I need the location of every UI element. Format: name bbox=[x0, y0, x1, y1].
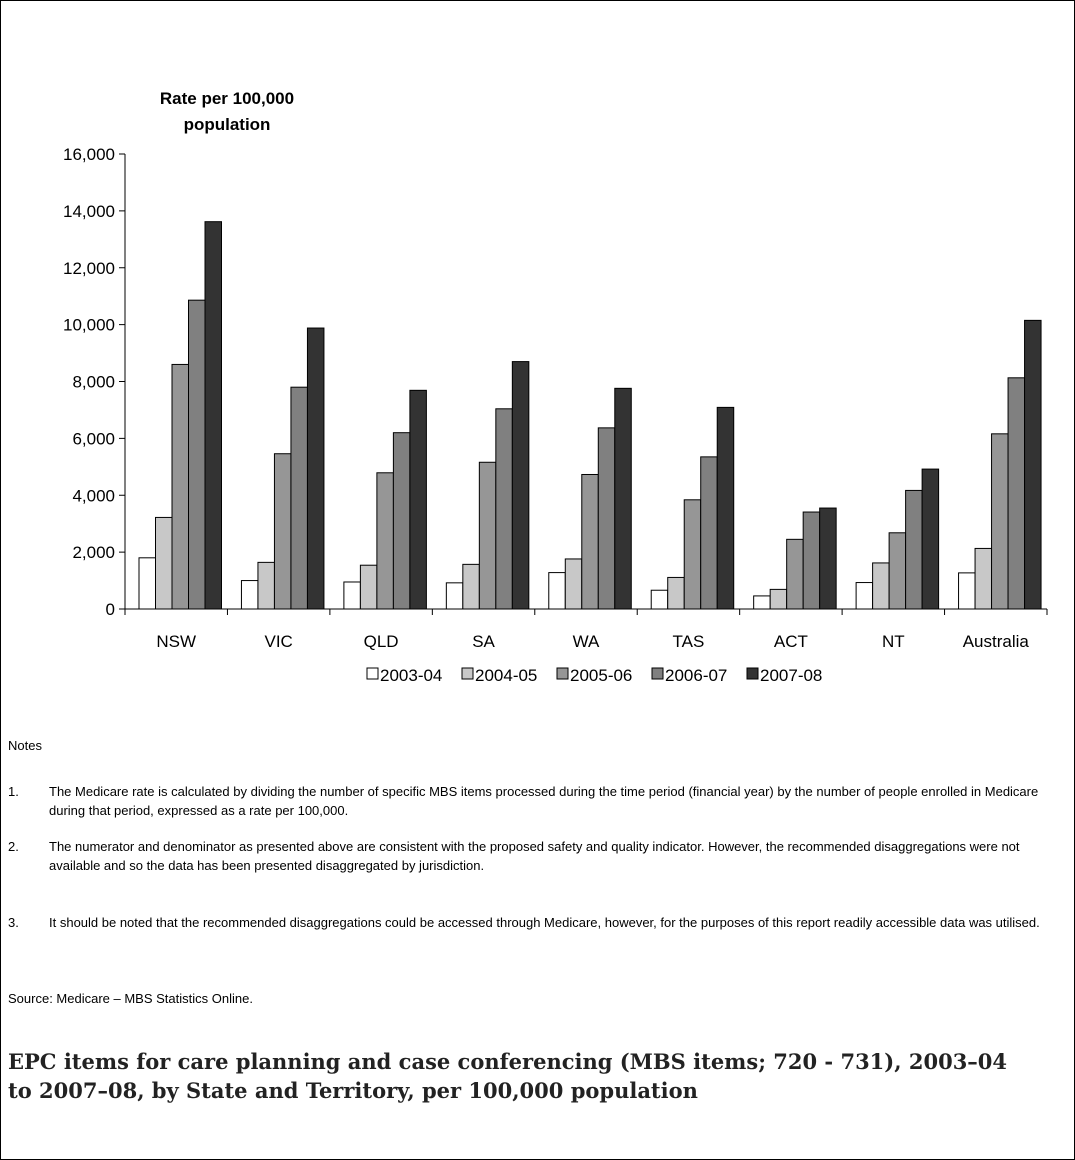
bar-nt-2004-05 bbox=[872, 562, 890, 610]
bar-tas-2004-05 bbox=[667, 576, 685, 610]
bar-wa-2004-05 bbox=[564, 558, 583, 610]
x-tick-label: VIC bbox=[264, 632, 292, 651]
x-tick-label: NSW bbox=[156, 632, 196, 651]
x-tick-label: WA bbox=[573, 632, 600, 651]
bar-tas-2003-04 bbox=[650, 589, 669, 610]
bar-nsw-2003-04 bbox=[138, 557, 156, 610]
bar-qld-2007-08 bbox=[409, 389, 427, 610]
bar-act-2003-04 bbox=[753, 595, 771, 610]
y-axis-title: Rate per 100,000 population bbox=[160, 89, 294, 134]
y-tick-label: 14,000 bbox=[63, 202, 115, 221]
bar-tas-2007-08 bbox=[716, 406, 735, 610]
x-tick-label: TAS bbox=[673, 632, 705, 651]
bar-sa-2007-08 bbox=[511, 361, 530, 610]
bar-wa-2007-08 bbox=[614, 387, 632, 610]
bar-vic-2003-04 bbox=[240, 580, 259, 610]
y-tick-label: 4,000 bbox=[72, 486, 115, 505]
x-axis: NSW VIC QLD SA WA TAS ACT NT Australia bbox=[124, 608, 1048, 651]
bar-wa-2005-06 bbox=[581, 473, 599, 610]
note-item: 2. The numerator and denominator as pres… bbox=[8, 837, 1069, 875]
bar-australia-2004-05 bbox=[974, 547, 993, 610]
bar-sa-2005-06 bbox=[478, 461, 497, 610]
bar-vic-2004-05 bbox=[257, 561, 275, 610]
bar-nt-2005-06 bbox=[888, 532, 907, 610]
note-item: 3. It should be noted that the recommend… bbox=[8, 913, 1069, 932]
bar-nsw-2005-06 bbox=[171, 363, 189, 610]
bar-act-2006-07 bbox=[802, 511, 821, 610]
bar-wa-2003-04 bbox=[548, 572, 566, 610]
legend-swatch bbox=[746, 667, 759, 680]
bar-sa-2006-07 bbox=[495, 408, 513, 610]
y-tick-label: 2,000 bbox=[72, 543, 115, 562]
notes-heading: Notes bbox=[8, 738, 42, 753]
bar-australia-2006-07 bbox=[1007, 377, 1026, 610]
y-axis: 0 2,000 4,000 6,000 8,000 10,000 12,000 14,000 1… bbox=[63, 145, 126, 619]
bar-qld-2004-05 bbox=[359, 564, 378, 610]
bar-australia-2003-04 bbox=[958, 572, 976, 610]
x-tick-label: QLD bbox=[364, 632, 399, 651]
bar-tas-2005-06 bbox=[683, 499, 702, 610]
bar-qld-2005-06 bbox=[376, 472, 394, 610]
legend-label: 2003-04 bbox=[380, 666, 442, 685]
y-tick-label: 16,000 bbox=[63, 145, 115, 164]
bar-nsw-2006-07 bbox=[188, 299, 206, 610]
source-note: Source: Medicare – MBS Statistics Online… bbox=[8, 991, 253, 1006]
bar-qld-2003-04 bbox=[343, 581, 361, 610]
x-tick-label: Australia bbox=[963, 632, 1030, 651]
bar-nt-2006-07 bbox=[905, 489, 923, 610]
note-number: 2. bbox=[8, 839, 19, 854]
legend-label: 2006-07 bbox=[665, 666, 727, 685]
legend-swatch bbox=[366, 667, 379, 680]
bar-nt-2007-08 bbox=[921, 468, 940, 610]
bar-qld-2006-07 bbox=[392, 432, 411, 610]
note-number: 3. bbox=[8, 915, 19, 930]
y-tick-label: 6,000 bbox=[72, 429, 115, 448]
legend-swatch bbox=[461, 667, 474, 680]
legend-label: 2007-08 bbox=[760, 666, 822, 685]
y-tick-label: 12,000 bbox=[63, 259, 115, 278]
legend: 2003-04 2004-05 2005-06 2006-07 2007-08 bbox=[366, 666, 822, 685]
bar-nt-2003-04 bbox=[855, 582, 874, 610]
bar-act-2004-05 bbox=[769, 588, 788, 610]
note-number: 1. bbox=[8, 784, 19, 799]
bar-vic-2005-06 bbox=[273, 453, 292, 610]
x-tick-label: ACT bbox=[774, 632, 808, 651]
y-tick-label: 8,000 bbox=[72, 373, 115, 392]
bar-wa-2006-07 bbox=[597, 427, 616, 610]
legend-swatch bbox=[651, 667, 664, 680]
bar-sa-2003-04 bbox=[445, 582, 464, 610]
bar-act-2005-06 bbox=[786, 538, 804, 610]
bar-australia-2007-08 bbox=[1024, 319, 1042, 610]
legend-swatch bbox=[556, 667, 569, 680]
bar-chart: Rate per 100,000 population 0 2,000 4,000 6,… bbox=[63, 89, 1048, 685]
y-tick-label: 10,000 bbox=[63, 316, 115, 335]
bar-act-2007-08 bbox=[819, 507, 837, 610]
bar-nsw-2007-08 bbox=[204, 221, 222, 610]
note-text: The numerator and denominator as present… bbox=[49, 839, 1020, 873]
legend-label: 2005-06 bbox=[570, 666, 632, 685]
bar-sa-2004-05 bbox=[462, 563, 480, 610]
x-tick-label: NT bbox=[882, 632, 905, 651]
note-item: 1. The Medicare rate is calculated by di… bbox=[8, 782, 1069, 820]
bars bbox=[138, 221, 1042, 610]
bar-tas-2006-07 bbox=[700, 456, 718, 610]
legend-label: 2004-05 bbox=[475, 666, 537, 685]
y-axis-title-line: population bbox=[184, 115, 271, 134]
bar-vic-2007-08 bbox=[306, 327, 325, 610]
figure-caption: EPC items for care planning and case con… bbox=[8, 1049, 1008, 1103]
y-tick-label: 0 bbox=[106, 600, 115, 619]
bar-nsw-2004-05 bbox=[155, 516, 173, 610]
x-tick-label: SA bbox=[472, 632, 495, 651]
y-axis-title-line: Rate per 100,000 bbox=[160, 89, 294, 108]
bar-australia-2005-06 bbox=[991, 433, 1009, 610]
note-text: It should be noted that the recommended … bbox=[49, 915, 1040, 930]
note-text: The Medicare rate is calculated by divid… bbox=[49, 784, 1039, 818]
bar-vic-2006-07 bbox=[290, 386, 308, 610]
